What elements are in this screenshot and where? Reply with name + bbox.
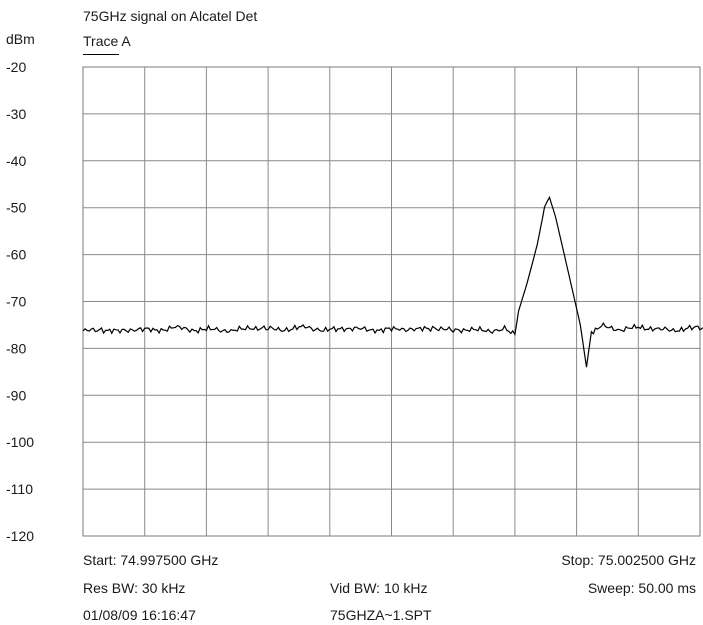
- stop-frequency: Stop: 75.002500 GHz: [561, 552, 696, 568]
- video-bandwidth: Vid BW: 10 kHz: [330, 580, 428, 596]
- legend-trace-label: Trace A: [83, 33, 131, 49]
- y-tick-label: -100: [6, 434, 34, 450]
- capture-datetime: 01/08/09 16:16:47: [83, 607, 196, 623]
- y-tick-label: -60: [6, 247, 26, 263]
- y-axis-ticks: -20 -30 -40 -50 -60 -70 -80 -90 -100 -110 -120: [6, 59, 34, 544]
- y-tick-label: -20: [6, 59, 26, 75]
- y-tick-label: -30: [6, 106, 26, 122]
- y-tick-label: -40: [6, 153, 26, 169]
- y-tick-label: -90: [6, 387, 26, 403]
- legend-trace-line: [83, 54, 119, 55]
- sweep-time: Sweep: 50.00 ms: [587, 580, 696, 596]
- start-frequency: Start: 74.997500 GHz: [83, 552, 219, 568]
- y-axis-unit: dBm: [6, 31, 35, 47]
- resolution-bandwidth: Res BW: 30 kHz: [83, 580, 186, 596]
- y-tick-label: -50: [6, 200, 26, 216]
- chart-title: 75GHz signal on Alcatel Det: [83, 8, 258, 24]
- trace-filename: 75GHZA~1.SPT: [330, 607, 432, 623]
- y-tick-label: -110: [6, 481, 33, 497]
- trace-a-line: [82, 195, 703, 368]
- plot-grid: [83, 67, 700, 536]
- y-tick-label: -70: [6, 294, 26, 310]
- y-tick-label: -120: [6, 528, 34, 544]
- y-tick-label: -80: [6, 340, 26, 356]
